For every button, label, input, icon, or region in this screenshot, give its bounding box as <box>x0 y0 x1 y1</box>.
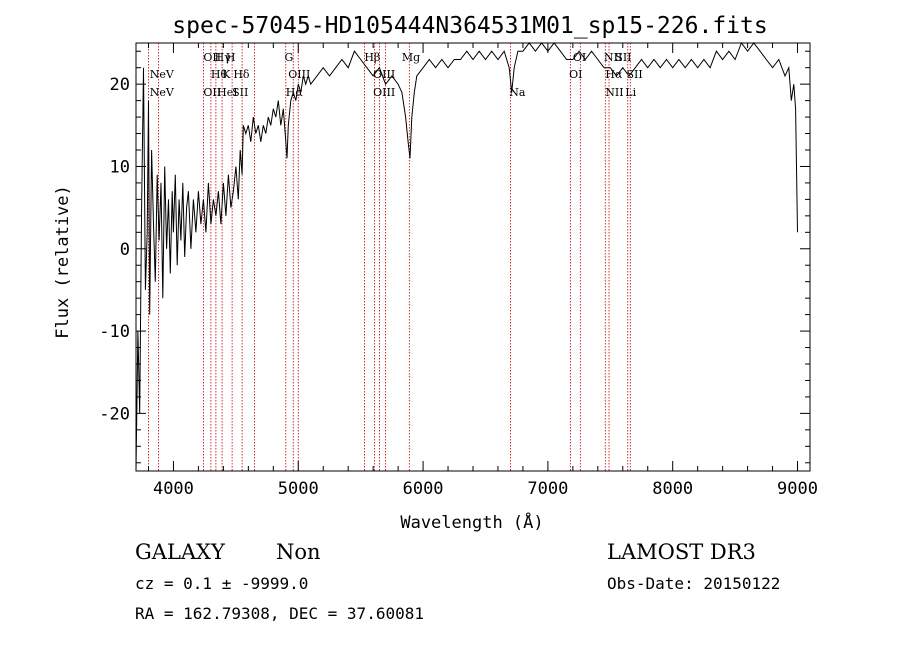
object-class: GALAXY <box>135 540 226 564</box>
spectral-line-label: Hα <box>605 68 623 81</box>
spectral-line-markers <box>148 43 631 471</box>
spectrum-series-line <box>135 41 798 472</box>
spectral-line-label: Mg <box>402 51 420 64</box>
spectral-line-label: OIII <box>373 86 395 99</box>
x-tick-label: 9000 <box>777 479 818 499</box>
x-tick-label: 7000 <box>527 479 568 499</box>
spectral-line-label: SII <box>615 51 631 64</box>
spectral-line-label: Na <box>509 86 526 99</box>
spectral-line-label: Hθ <box>211 68 228 81</box>
spectral-line-label: HeI <box>217 86 237 99</box>
spectral-line-label: OI <box>569 68 582 81</box>
x-tick-label: 5000 <box>278 479 319 499</box>
chart-title: spec-57045-HD105444N364531M01_sp15-226.f… <box>172 13 767 39</box>
spectral-line-label: OII <box>203 86 221 99</box>
y-axis-ticks: -20 -10 0 10 20 <box>99 50 810 464</box>
spectral-line-label: OIII <box>288 68 310 81</box>
y-tick-label: 10 <box>110 157 130 177</box>
spectral-line-label: NII <box>604 51 622 64</box>
x-axis-ticks: 4000 5000 6000 7000 8000 9000 <box>147 43 818 499</box>
spectral-line-label: Hγ <box>215 51 232 64</box>
plot-frame <box>135 42 811 472</box>
spectral-line-label: OII <box>203 51 221 64</box>
x-tick-label: 6000 <box>403 479 444 499</box>
spectral-line-label: NeV <box>150 68 175 81</box>
spectral-line-label: NeV <box>150 86 175 99</box>
x-tick-label: 8000 <box>652 479 693 499</box>
x-tick-label: 4000 <box>153 479 194 499</box>
y-tick-label: -10 <box>99 322 130 342</box>
observation-date: Obs-Date: 20150122 <box>607 574 780 593</box>
spectral-line-label: G <box>285 51 294 64</box>
spectral-line-label: SII <box>232 86 248 99</box>
spectral-line-label: OIII <box>373 68 395 81</box>
y-tick-label: 0 <box>120 240 130 260</box>
spectral-line-label: Hδ <box>233 68 250 81</box>
survey-name: LAMOST DR3 <box>607 540 756 564</box>
coordinates-text: RA = 162.79308, DEC = 37.60081 <box>135 604 424 623</box>
spectral-line-label: OI <box>573 51 586 64</box>
object-subclass: Non <box>276 540 321 564</box>
y-axis-label: Flux (relative) <box>53 185 73 339</box>
y-tick-label: 20 <box>110 75 130 95</box>
spectral-line-label: K <box>222 68 231 81</box>
spectral-line-label: H <box>226 51 236 64</box>
spectral-line-label: Hα <box>286 86 304 99</box>
spectral-line-label: NII <box>605 86 623 99</box>
redshift-text: cz = 0.1 ± -9999.0 <box>135 574 308 593</box>
spectral-line-label: Li <box>625 86 636 99</box>
spectral-line-label: Hβ <box>364 51 380 64</box>
y-tick-label: -20 <box>99 404 130 424</box>
spectral-line-label: SII <box>627 68 643 81</box>
x-axis-label: Wavelength (Å) <box>400 511 543 533</box>
